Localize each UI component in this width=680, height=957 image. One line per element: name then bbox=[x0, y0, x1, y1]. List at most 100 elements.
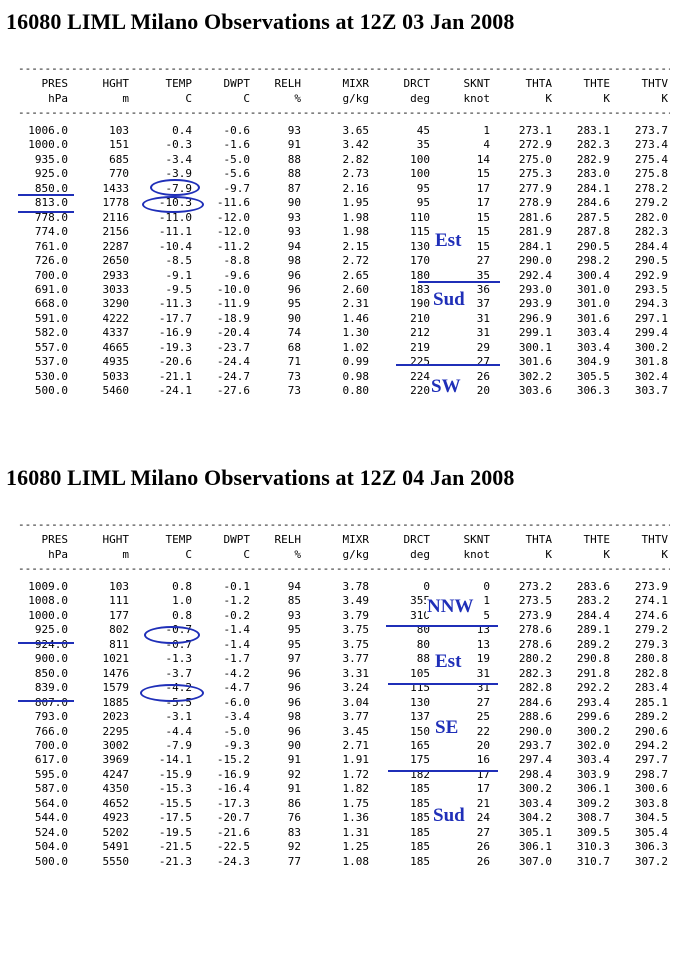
cell-pres: 504.0 bbox=[34, 840, 68, 853]
cell-mixr: 3.75 bbox=[342, 638, 370, 651]
cell-sknt: 17 bbox=[476, 782, 490, 795]
cell-mixr: 1.02 bbox=[342, 341, 370, 354]
column-header-drct: DRCT bbox=[403, 77, 431, 90]
cell-temp: 0.4 bbox=[172, 124, 192, 137]
cell-relh: 93 bbox=[287, 609, 301, 622]
cell-dwpt: -12.0 bbox=[216, 211, 250, 224]
cell-thtv: 303.8 bbox=[634, 797, 668, 810]
cell-mixr: 3.75 bbox=[342, 623, 370, 636]
cell-pres: 537.0 bbox=[34, 355, 68, 368]
cell-thtv: 282.3 bbox=[634, 225, 668, 238]
cell-thte: 301.6 bbox=[576, 312, 610, 325]
cell-pres: 500.0 bbox=[34, 384, 68, 397]
cell-sknt: 15 bbox=[476, 240, 490, 253]
cell-hght: 1579 bbox=[102, 681, 130, 694]
cell-pres: 924.0 bbox=[34, 638, 68, 651]
cell-drct: 110 bbox=[410, 211, 430, 224]
cell-drct: 175 bbox=[410, 753, 430, 766]
cell-thta: 301.6 bbox=[518, 355, 552, 368]
cell-relh: 95 bbox=[287, 638, 301, 651]
cell-thtv: 304.5 bbox=[634, 811, 668, 824]
cell-thta: 278.6 bbox=[518, 623, 552, 636]
cell-thtv: 275.8 bbox=[634, 167, 668, 180]
cell-thtv: 279.3 bbox=[634, 638, 668, 651]
cell-dwpt: -22.5 bbox=[216, 840, 250, 853]
column-header-thta: THTA bbox=[525, 77, 553, 90]
cell-temp: -14.1 bbox=[158, 753, 192, 766]
cell-thte: 306.3 bbox=[576, 384, 610, 397]
column-header-temp: TEMP bbox=[165, 533, 193, 546]
cell-thta: 298.4 bbox=[518, 768, 552, 781]
cell-sknt: 17 bbox=[476, 182, 490, 195]
cell-thta: 281.6 bbox=[518, 211, 552, 224]
cell-pres: 839.0 bbox=[34, 681, 68, 694]
cell-dwpt: -3.4 bbox=[223, 710, 251, 723]
cell-drct: 185 bbox=[410, 782, 430, 795]
cell-temp: -8.5 bbox=[165, 254, 193, 267]
cell-hght: 2933 bbox=[102, 269, 130, 282]
cell-thte: 289.2 bbox=[576, 638, 610, 651]
cell-thta: 275.3 bbox=[518, 167, 552, 180]
wind-shift-line bbox=[396, 364, 500, 366]
cell-relh: 92 bbox=[287, 768, 301, 781]
cell-sknt: 37 bbox=[476, 297, 490, 310]
cell-thta: 284.6 bbox=[518, 696, 552, 709]
cell-relh: 97 bbox=[287, 652, 301, 665]
cell-hght: 2023 bbox=[102, 710, 130, 723]
cell-thte: 301.0 bbox=[576, 297, 610, 310]
cell-temp: -19.3 bbox=[158, 341, 192, 354]
cell-thte: 303.4 bbox=[576, 341, 610, 354]
cell-relh: 96 bbox=[287, 269, 301, 282]
cell-drct: 0 bbox=[423, 580, 430, 593]
cell-hght: 5460 bbox=[102, 384, 130, 397]
cell-temp: -19.5 bbox=[158, 826, 192, 839]
cell-dwpt: -20.7 bbox=[216, 811, 250, 824]
column-header-mixr: MIXR bbox=[342, 77, 370, 90]
cell-hght: 811 bbox=[109, 638, 129, 651]
cell-mixr: 1.75 bbox=[342, 797, 370, 810]
cell-thtv: 284.4 bbox=[634, 240, 668, 253]
cell-pres: 807.0 bbox=[34, 696, 68, 709]
column-unit-temp: C bbox=[185, 92, 192, 105]
cell-dwpt: -4.2 bbox=[223, 667, 251, 680]
column-header-thte: THTE bbox=[583, 77, 611, 90]
cell-hght: 103 bbox=[109, 580, 129, 593]
cell-relh: 73 bbox=[287, 384, 301, 397]
cell-dwpt: -5.0 bbox=[223, 153, 251, 166]
cell-dwpt: -5.0 bbox=[223, 725, 251, 738]
cell-dwpt: -0.6 bbox=[223, 124, 251, 137]
cell-relh: 94 bbox=[287, 240, 301, 253]
cell-mixr: 1.46 bbox=[342, 312, 370, 325]
cell-drct: 185 bbox=[410, 797, 430, 810]
cell-thta: 280.2 bbox=[518, 652, 552, 665]
cell-thte: 283.6 bbox=[576, 580, 610, 593]
cell-dwpt: -1.7 bbox=[223, 652, 251, 665]
cell-hght: 2156 bbox=[102, 225, 130, 238]
column-header-dwpt: DWPT bbox=[223, 533, 251, 546]
cell-dwpt: -11.2 bbox=[216, 240, 250, 253]
cell-hght: 111 bbox=[109, 594, 129, 607]
cell-dwpt: -0.1 bbox=[223, 580, 251, 593]
cell-relh: 88 bbox=[287, 167, 301, 180]
cell-thte: 309.2 bbox=[576, 797, 610, 810]
cell-sknt: 27 bbox=[476, 254, 490, 267]
cell-thte: 305.5 bbox=[576, 370, 610, 383]
cell-mixr: 0.99 bbox=[342, 355, 370, 368]
cell-thta: 293.9 bbox=[518, 297, 552, 310]
cell-temp: -16.9 bbox=[158, 326, 192, 339]
cell-relh: 96 bbox=[287, 681, 301, 694]
cell-thte: 309.5 bbox=[576, 826, 610, 839]
cell-dwpt: -6.0 bbox=[223, 696, 251, 709]
cell-pres: 582.0 bbox=[34, 326, 68, 339]
cell-sknt: 15 bbox=[476, 225, 490, 238]
cell-hght: 4350 bbox=[102, 782, 130, 795]
column-unit-relh: % bbox=[294, 92, 301, 105]
cell-temp: -4.4 bbox=[165, 725, 193, 738]
cell-hght: 2295 bbox=[102, 725, 130, 738]
cell-dwpt: -5.6 bbox=[223, 167, 251, 180]
cell-thtv: 273.9 bbox=[634, 580, 668, 593]
cell-drct: 220 bbox=[410, 384, 430, 397]
cell-thte: 291.8 bbox=[576, 667, 610, 680]
cell-mixr: 1.30 bbox=[342, 326, 370, 339]
cell-hght: 177 bbox=[109, 609, 129, 622]
